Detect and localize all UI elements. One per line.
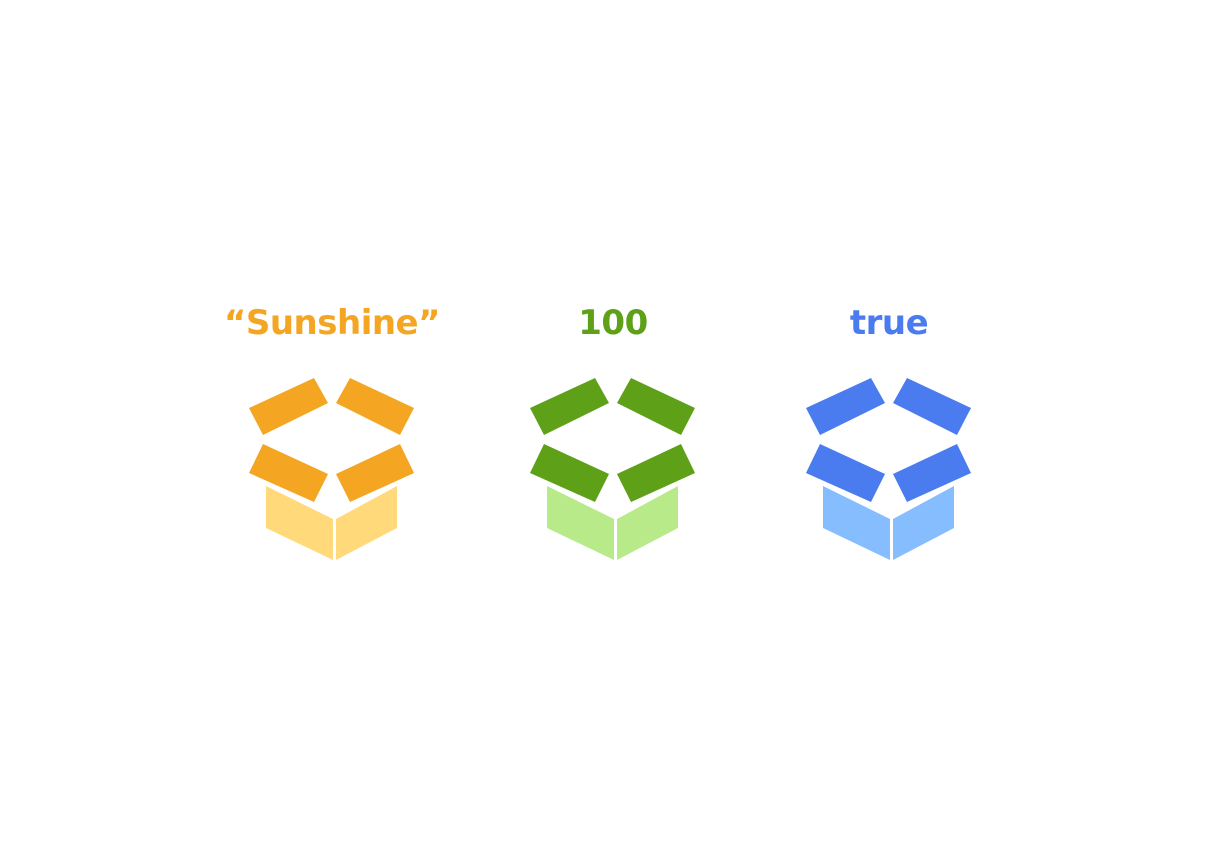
box-flap-top-left: [249, 378, 328, 435]
box-flap-bottom-right: [336, 444, 414, 502]
box-flap-top-right: [617, 378, 695, 435]
box-body-right: [336, 486, 397, 560]
number-value-box: 100: [493, 300, 733, 570]
box-flap-bottom-right: [617, 444, 695, 502]
box-flap-top-left: [806, 378, 885, 435]
box-body-left: [823, 486, 890, 560]
box-flap-top-right: [893, 378, 971, 435]
box-flap-bottom-left: [806, 444, 885, 502]
box-body-left: [266, 486, 333, 560]
open-box-icon: [249, 378, 414, 560]
boolean-value-box: true: [769, 300, 1009, 570]
box-flap-bottom-left: [249, 444, 328, 502]
value-label-string: “Sunshine”: [224, 303, 440, 343]
value-label-boolean: true: [849, 303, 929, 343]
box-body-right: [893, 486, 954, 560]
open-box-icon: [806, 378, 971, 560]
string-value-box: “Sunshine”: [212, 300, 452, 570]
box-flap-bottom-left: [530, 444, 609, 502]
box-body-right: [617, 486, 678, 560]
value-label-number: 100: [578, 303, 648, 343]
open-box-icon: [530, 378, 695, 560]
box-flap-top-right: [336, 378, 414, 435]
box-flap-bottom-right: [893, 444, 971, 502]
box-flap-top-left: [530, 378, 609, 435]
box-body-left: [547, 486, 614, 560]
